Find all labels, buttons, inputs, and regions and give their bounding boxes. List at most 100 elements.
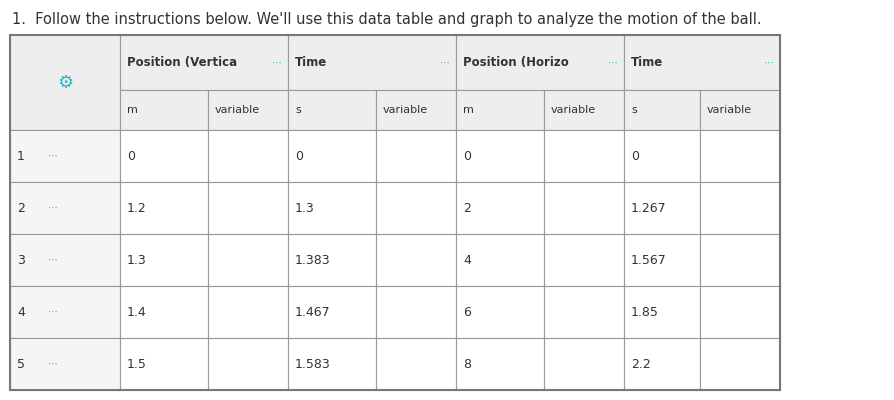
Bar [456, 234, 544, 286]
Bar [288, 90, 376, 130]
Text: 1.5: 1.5 [127, 358, 147, 370]
Text: 6: 6 [463, 306, 471, 318]
Text: ⋯: ⋯ [48, 203, 58, 213]
Text: 1.2: 1.2 [127, 202, 147, 214]
Bar [376, 338, 456, 390]
Bar [208, 286, 288, 338]
Bar [456, 130, 544, 182]
Bar [288, 286, 376, 338]
Bar [544, 234, 624, 286]
Bar [208, 130, 288, 182]
Text: variable: variable [383, 105, 428, 115]
Text: ⋯: ⋯ [48, 151, 58, 161]
Text: ⋯: ⋯ [48, 255, 58, 265]
Bar [376, 234, 456, 286]
Bar [456, 35, 624, 90]
Bar [288, 234, 376, 286]
Text: 8: 8 [463, 358, 471, 370]
Bar [456, 286, 544, 338]
Bar [208, 338, 288, 390]
Bar [624, 286, 700, 338]
Text: 5: 5 [17, 358, 25, 370]
Bar [624, 35, 780, 90]
Bar [700, 338, 780, 390]
Text: 2.2: 2.2 [631, 358, 651, 370]
Text: 1.3: 1.3 [295, 202, 315, 214]
Bar [10, 234, 120, 286]
Bar [700, 286, 780, 338]
Text: 2: 2 [17, 202, 25, 214]
Bar [376, 90, 456, 130]
Bar [208, 182, 288, 234]
Text: Position (Vertica: Position (Vertica [127, 56, 237, 69]
Bar [544, 90, 624, 130]
Bar [120, 130, 208, 182]
Text: 1.467: 1.467 [295, 306, 331, 318]
Text: 2: 2 [463, 202, 471, 214]
Bar [120, 338, 208, 390]
Text: 1.4: 1.4 [127, 306, 147, 318]
Text: variable: variable [707, 105, 752, 115]
Text: Time: Time [631, 56, 663, 69]
Bar [120, 90, 208, 130]
Bar [700, 234, 780, 286]
Text: s: s [631, 105, 637, 115]
Bar [10, 338, 120, 390]
Text: 0: 0 [463, 150, 471, 162]
Bar [624, 130, 700, 182]
Text: 0: 0 [295, 150, 303, 162]
Bar [544, 286, 624, 338]
Bar [10, 35, 120, 130]
Bar [624, 338, 700, 390]
Bar [700, 90, 780, 130]
Bar [10, 130, 120, 182]
Text: 1: 1 [17, 150, 25, 162]
Bar [376, 182, 456, 234]
Text: 0: 0 [631, 150, 639, 162]
Bar [120, 286, 208, 338]
Text: 1.583: 1.583 [295, 358, 331, 370]
Bar [624, 182, 700, 234]
Text: ⋯: ⋯ [48, 307, 58, 317]
Text: 1.85: 1.85 [631, 306, 659, 318]
Text: variable: variable [551, 105, 596, 115]
Bar [700, 182, 780, 234]
Bar [544, 130, 624, 182]
Text: 4: 4 [17, 306, 25, 318]
Text: m: m [127, 105, 138, 115]
Bar [120, 182, 208, 234]
Text: 4: 4 [463, 254, 471, 266]
Bar [544, 182, 624, 234]
Bar [10, 182, 120, 234]
Text: ⚙: ⚙ [57, 74, 73, 92]
Bar [10, 35, 780, 390]
Bar [376, 130, 456, 182]
Bar [456, 182, 544, 234]
Bar [456, 90, 544, 130]
Bar [624, 90, 700, 130]
Text: 3: 3 [17, 254, 25, 266]
Bar [288, 338, 376, 390]
Text: 1.267: 1.267 [631, 202, 667, 214]
Text: ⋯: ⋯ [273, 58, 282, 68]
Text: ⋯: ⋯ [440, 58, 450, 68]
Bar [208, 90, 288, 130]
Text: Position (Horizo: Position (Horizo [463, 56, 569, 69]
Text: ⋯: ⋯ [764, 58, 774, 68]
Bar [120, 35, 288, 90]
Text: m: m [463, 105, 474, 115]
Bar [288, 130, 376, 182]
Text: 1.3: 1.3 [127, 254, 147, 266]
Bar [456, 338, 544, 390]
Text: Time: Time [295, 56, 327, 69]
Bar [288, 35, 456, 90]
Bar [120, 234, 208, 286]
Text: 1.567: 1.567 [631, 254, 667, 266]
Text: variable: variable [215, 105, 260, 115]
Bar [10, 286, 120, 338]
Text: 1.383: 1.383 [295, 254, 331, 266]
Bar [288, 182, 376, 234]
Bar [376, 286, 456, 338]
Text: 0: 0 [127, 150, 135, 162]
Text: ⋯: ⋯ [608, 58, 618, 68]
